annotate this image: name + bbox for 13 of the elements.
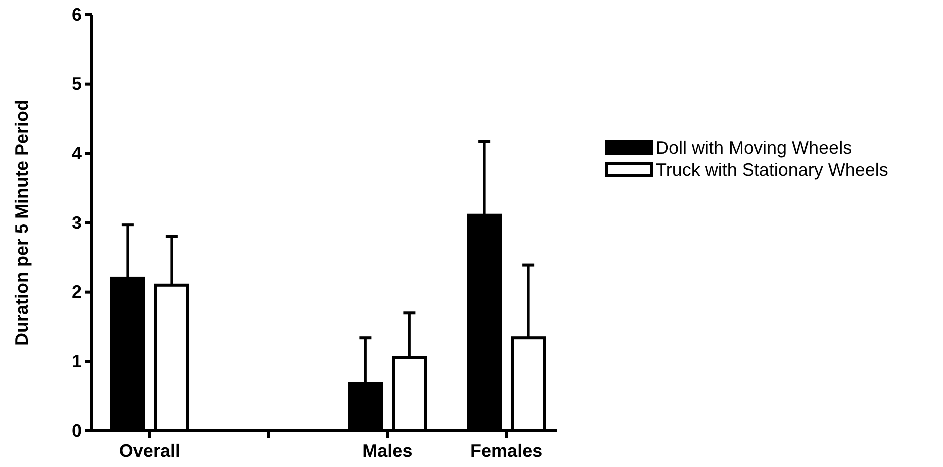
y-tick-label: 1 — [72, 351, 82, 372]
legend-label: Doll with Moving Wheels — [656, 138, 852, 158]
y-axis-title: Duration per 5 Minute Period — [12, 100, 32, 346]
y-tick-label: 2 — [72, 282, 82, 302]
y-tick-label: 4 — [72, 143, 82, 164]
legend-label: Truck with Stationary Wheels — [656, 160, 888, 180]
y-tick-label: 0 — [72, 420, 82, 441]
y-tick-label: 6 — [72, 4, 82, 25]
y-tick-label: 3 — [72, 212, 82, 233]
y-tick-label: 5 — [72, 74, 82, 94]
x-tick-label: Overall — [119, 441, 180, 462]
x-tick-label: Females — [470, 441, 543, 462]
x-tick-label: Males — [362, 441, 413, 462]
